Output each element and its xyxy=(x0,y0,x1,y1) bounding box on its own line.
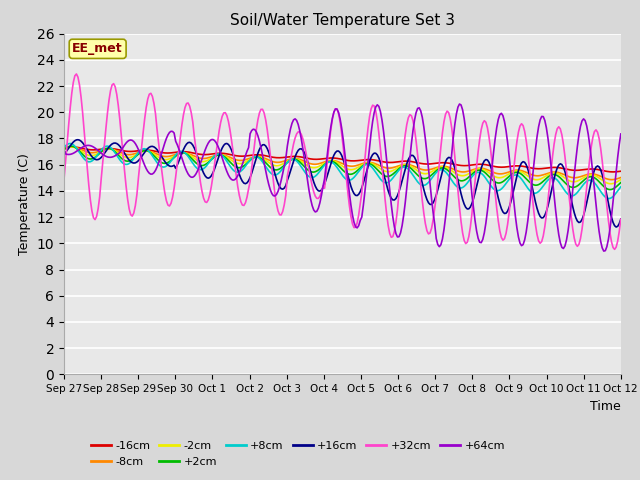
-8cm xyxy=(246,155,254,161)
+64cm xyxy=(456,101,463,107)
+32cm xyxy=(60,177,68,182)
+8cm xyxy=(130,156,138,161)
+64cm xyxy=(588,156,595,162)
+32cm xyxy=(588,144,595,149)
-2cm xyxy=(246,156,254,162)
+16cm xyxy=(246,175,254,180)
+64cm xyxy=(303,178,311,184)
-2cm xyxy=(305,164,313,169)
+32cm xyxy=(255,110,263,116)
+2cm xyxy=(606,187,614,192)
-2cm xyxy=(617,177,625,182)
+8cm xyxy=(617,184,625,190)
+16cm xyxy=(255,146,263,152)
-2cm xyxy=(255,154,263,160)
+8cm xyxy=(67,141,74,146)
-8cm xyxy=(130,151,138,157)
-2cm xyxy=(588,172,595,178)
Line: +16cm: +16cm xyxy=(64,140,621,227)
+8cm xyxy=(60,144,68,150)
+16cm xyxy=(130,160,138,166)
+16cm xyxy=(305,163,313,169)
-8cm xyxy=(255,154,263,160)
Line: +8cm: +8cm xyxy=(64,144,621,199)
-8cm xyxy=(305,160,313,166)
+16cm xyxy=(228,147,236,153)
+16cm xyxy=(588,178,595,184)
-2cm xyxy=(60,146,68,152)
+32cm xyxy=(611,246,618,252)
-16cm xyxy=(246,153,254,158)
+2cm xyxy=(60,147,68,153)
+64cm xyxy=(226,175,234,180)
+2cm xyxy=(130,156,138,161)
+16cm xyxy=(74,137,82,143)
+2cm xyxy=(68,143,76,149)
+64cm xyxy=(254,133,262,139)
+32cm xyxy=(130,210,138,216)
-2cm xyxy=(228,157,236,163)
-16cm xyxy=(68,144,76,150)
Line: +32cm: +32cm xyxy=(64,74,621,249)
-16cm xyxy=(609,169,617,175)
-16cm xyxy=(255,152,263,158)
-8cm xyxy=(68,144,76,150)
-16cm xyxy=(588,166,595,172)
-8cm xyxy=(228,155,236,161)
+16cm xyxy=(60,151,68,157)
-16cm xyxy=(228,152,236,158)
X-axis label: Time: Time xyxy=(590,400,621,413)
+8cm xyxy=(305,174,313,180)
+32cm xyxy=(617,216,625,222)
+16cm xyxy=(612,224,620,230)
+32cm xyxy=(72,71,80,77)
Line: -2cm: -2cm xyxy=(64,147,621,184)
+8cm xyxy=(228,165,236,171)
+8cm xyxy=(246,157,254,163)
+2cm xyxy=(305,168,313,174)
+16cm xyxy=(617,216,625,222)
+2cm xyxy=(588,174,595,180)
+64cm xyxy=(244,145,252,151)
Line: +2cm: +2cm xyxy=(64,146,621,190)
+32cm xyxy=(246,179,254,184)
-16cm xyxy=(305,156,313,162)
-8cm xyxy=(588,171,595,177)
+8cm xyxy=(605,196,612,202)
+2cm xyxy=(246,157,254,163)
+32cm xyxy=(305,167,313,173)
-16cm xyxy=(617,168,625,174)
-8cm xyxy=(60,146,68,152)
-2cm xyxy=(68,144,76,150)
+64cm xyxy=(600,248,607,254)
Legend: -16cm, -8cm, -2cm, +2cm, +8cm, +16cm, +32cm, +64cm: -16cm, -8cm, -2cm, +2cm, +8cm, +16cm, +3… xyxy=(86,437,509,471)
Line: -8cm: -8cm xyxy=(64,147,621,180)
Text: EE_met: EE_met xyxy=(72,42,123,55)
+2cm xyxy=(228,161,236,167)
-8cm xyxy=(607,177,615,182)
+64cm xyxy=(60,150,68,156)
Y-axis label: Temperature (C): Temperature (C) xyxy=(18,153,31,255)
-16cm xyxy=(60,145,68,151)
+32cm xyxy=(228,137,236,143)
-2cm xyxy=(607,181,615,187)
-2cm xyxy=(130,153,138,159)
+64cm xyxy=(617,131,625,137)
-16cm xyxy=(130,148,138,154)
+8cm xyxy=(588,178,595,183)
Line: -16cm: -16cm xyxy=(64,147,621,172)
Title: Soil/Water Temperature Set 3: Soil/Water Temperature Set 3 xyxy=(230,13,455,28)
+2cm xyxy=(617,180,625,185)
Line: +64cm: +64cm xyxy=(64,104,621,251)
-8cm xyxy=(617,175,625,180)
+8cm xyxy=(255,156,263,161)
+2cm xyxy=(255,155,263,160)
+64cm xyxy=(129,137,136,143)
